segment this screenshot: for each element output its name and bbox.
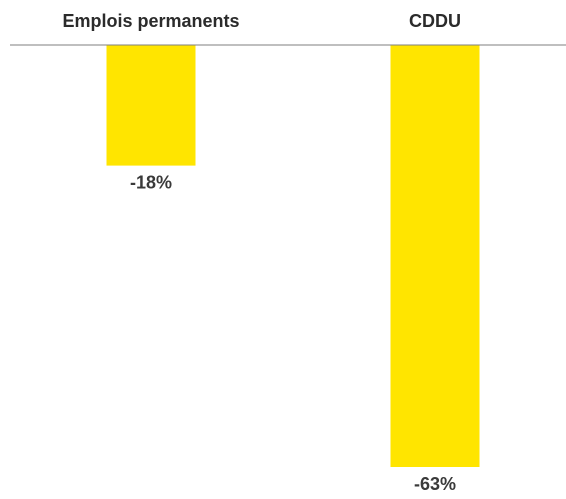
category-labels: Emplois permanents CDDU xyxy=(62,11,461,31)
bars xyxy=(106,45,480,467)
value-label-cddu: -63% xyxy=(414,474,456,494)
value-label-emplois-permanents: -18% xyxy=(130,173,172,193)
category-label-cddu: CDDU xyxy=(409,11,461,31)
bar-cddu xyxy=(390,45,480,467)
category-label-emplois-permanents: Emplois permanents xyxy=(62,11,239,31)
value-labels: -18% -63% xyxy=(130,173,456,494)
bar-emplois-permanents xyxy=(106,45,196,166)
